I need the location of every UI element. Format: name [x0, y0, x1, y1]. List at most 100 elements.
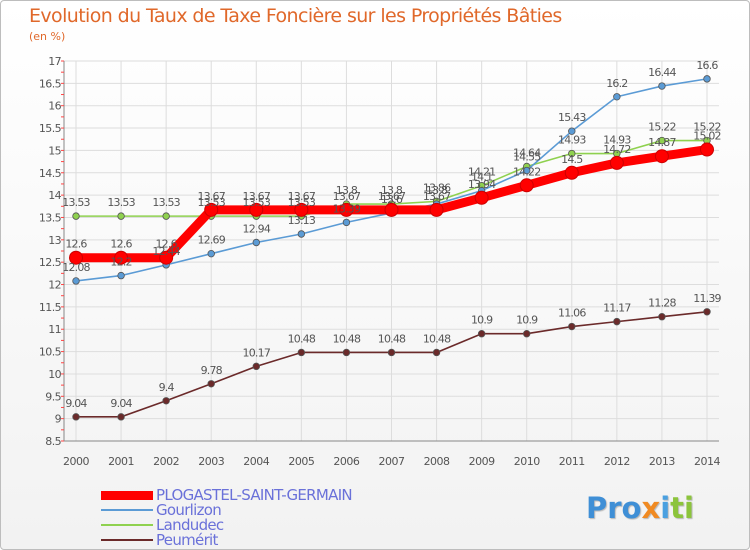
- data-label-gourlizon: 13.13: [288, 214, 316, 227]
- y-tick-label: 14: [48, 189, 61, 202]
- x-tick-label: 2009: [469, 455, 495, 468]
- data-point-peumerit: [568, 322, 576, 331]
- data-label-peumerit: 9.04: [110, 397, 132, 410]
- y-tick-label: 10: [48, 368, 61, 381]
- data-label-landudec: 13.53: [243, 196, 271, 209]
- data-point-plogastel: [294, 202, 309, 217]
- legend-swatch-plogastel: [101, 490, 153, 500]
- legend-item-plogastel: PLOGASTEL-SAINT-GERMAIN: [101, 486, 353, 504]
- data-point-gourlizon: [117, 271, 125, 280]
- data-label-landudec: 13.86: [423, 181, 451, 194]
- y-tick-label: 13: [48, 234, 61, 247]
- data-point-peumerit: [477, 330, 486, 338]
- data-label-peumerit: 11.06: [558, 307, 586, 320]
- data-point-gourlizon: [658, 82, 666, 90]
- data-point-plogastel: [429, 202, 444, 217]
- data-point-peumerit: [703, 308, 711, 316]
- data-label-peumerit: 10.48: [378, 332, 406, 345]
- data-label-peumerit: 9.4: [159, 381, 175, 394]
- legend-label-landudec: Landudec: [156, 516, 224, 534]
- data-label-plogastel: 13.67: [243, 190, 271, 203]
- y-tick-label: 14.5: [39, 167, 62, 180]
- y-tick-label: 11.5: [39, 301, 62, 314]
- data-label-gourlizon: 15.43: [558, 111, 586, 124]
- x-tick-label: 2004: [243, 455, 269, 468]
- data-point-plogastel: [69, 250, 83, 265]
- data-point-plogastel: [339, 202, 354, 217]
- data-point-peumerit: [523, 330, 531, 338]
- legend-item-gourlizon: Gourlizon: [101, 501, 222, 519]
- y-tick-label: 16.5: [39, 77, 62, 90]
- logo-part-1: Pro: [586, 491, 642, 525]
- data-point-peumerit: [658, 313, 666, 321]
- y-tick-label: 13.5: [39, 211, 62, 224]
- legend-swatch-landudec: [101, 524, 153, 526]
- y-tick-label: 11: [48, 323, 61, 336]
- data-point-plogastel: [204, 202, 219, 217]
- data-label-plogastel: 13.94: [468, 178, 496, 191]
- legend-label-peumerit: Peumérit: [156, 531, 218, 549]
- legend-swatch-gourlizon: [101, 509, 153, 511]
- data-label-peumerit: 9.04: [65, 397, 87, 410]
- data-label-landudec: 13.8: [381, 184, 403, 197]
- data-label-gourlizon: 13.8: [426, 184, 448, 197]
- data-label-peumerit: 11.17: [603, 302, 631, 315]
- data-label-gourlizon: 16.6: [696, 59, 718, 72]
- data-label-landudec: 15.22: [648, 121, 676, 134]
- data-point-plogastel: [384, 202, 399, 217]
- data-point-gourlizon: [703, 75, 711, 83]
- data-point-peumerit: [117, 413, 125, 421]
- legend-label-gourlizon: Gourlizon: [156, 501, 222, 519]
- y-tick-label: 9: [55, 413, 62, 426]
- data-point-peumerit: [162, 397, 170, 405]
- data-point-gourlizon: [342, 218, 351, 227]
- data-label-plogastel: 13.67: [378, 190, 406, 203]
- x-tick-label: 2006: [333, 455, 359, 468]
- data-label-landudec: 13.53: [62, 196, 90, 209]
- data-point-peumerit: [613, 317, 621, 326]
- data-label-gourlizon: 16.44: [648, 66, 676, 79]
- x-tick-label: 2001: [108, 455, 134, 468]
- data-label-landudec: 13.53: [152, 196, 180, 209]
- data-label-peumerit: 11.39: [693, 292, 721, 305]
- data-point-plogastel: [159, 250, 174, 265]
- data-label-plogastel: 13.67: [197, 190, 225, 203]
- y-tick-label: 8.5: [45, 435, 61, 448]
- data-point-landudec: [658, 136, 666, 145]
- data-label-peumerit: 10.9: [471, 314, 493, 327]
- data-point-landudec: [568, 149, 576, 158]
- x-tick-label: 2000: [63, 455, 89, 468]
- data-point-gourlizon: [568, 127, 576, 135]
- data-label-gourlizon: 12.44: [152, 245, 180, 258]
- data-point-plogastel: [654, 149, 669, 164]
- y-tick-label: 15.5: [39, 122, 62, 135]
- data-label-gourlizon: 14.1: [471, 171, 492, 184]
- x-tick-label: 2007: [379, 455, 405, 468]
- y-tick-label: 12.5: [39, 256, 62, 269]
- data-label-landudec: 14.93: [558, 134, 586, 147]
- legend-label-plogastel: PLOGASTEL-SAINT-GERMAIN: [156, 486, 353, 504]
- data-label-plogastel: 13.67: [333, 190, 361, 203]
- data-label-peumerit: 9.78: [201, 364, 223, 377]
- data-label-landudec: 14.21: [468, 166, 496, 179]
- data-label-gourlizon: 12.69: [197, 234, 225, 247]
- data-point-plogastel: [474, 190, 489, 205]
- data-label-gourlizon: 16.2: [606, 77, 627, 90]
- data-label-plogastel: 13.67: [423, 190, 451, 203]
- data-label-gourlizon: 12.94: [243, 223, 271, 236]
- data-point-landudec: [162, 212, 170, 220]
- y-tick-label: 9.5: [45, 390, 61, 403]
- x-tick-label: 2014: [694, 455, 720, 468]
- data-point-plogastel: [609, 155, 624, 170]
- data-label-gourlizon: 13.39: [333, 202, 361, 215]
- data-point-peumerit: [432, 348, 441, 357]
- data-point-plogastel: [114, 250, 129, 265]
- data-point-peumerit: [342, 348, 351, 357]
- data-label-peumerit: 10.9: [516, 314, 538, 327]
- legend-item-peumerit: Peumérit: [101, 531, 218, 549]
- x-tick-label: 2002: [153, 455, 179, 468]
- data-label-plogastel: 12.6: [65, 238, 87, 251]
- data-point-plogastel: [700, 142, 714, 157]
- data-point-gourlizon: [72, 277, 80, 285]
